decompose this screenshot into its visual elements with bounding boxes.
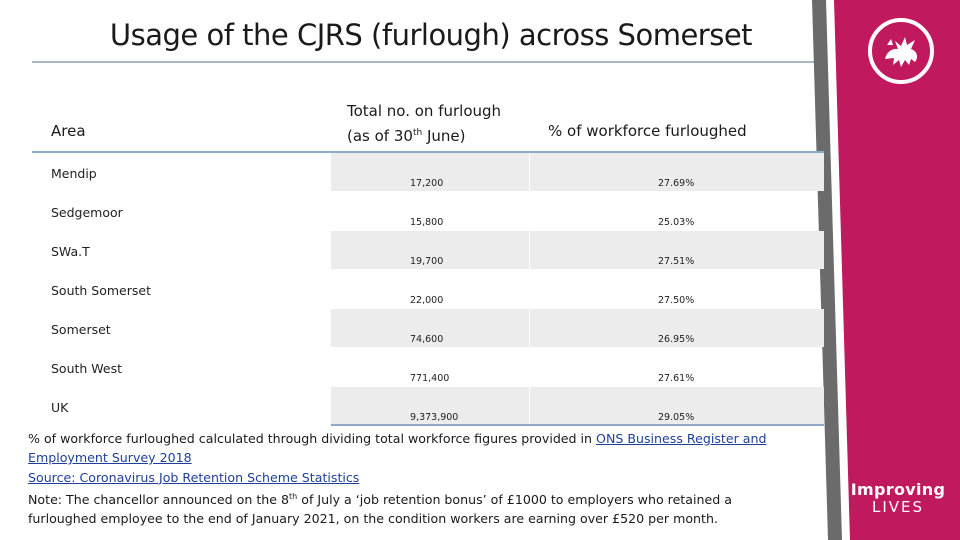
row-total-value: 74,600 <box>410 334 444 345</box>
column-divider <box>529 387 530 425</box>
brand-line2: LIVES <box>871 498 925 516</box>
ons-bres-link[interactable]: ONS Business Register and Employment Sur… <box>28 431 767 466</box>
bonus-note-pre: Note: The chancellor announced on the 8 <box>28 492 290 508</box>
row-shade <box>331 153 824 191</box>
cjrs-source-link[interactable]: Source: Coronavirus Job Retention Scheme… <box>28 469 360 485</box>
row-pct-value: 27.61% <box>658 373 695 384</box>
bonus-note-sup: th <box>289 491 298 501</box>
brand-bar <box>834 0 960 540</box>
row-area-label: SWa.T <box>51 244 90 259</box>
row-total-value: 17,200 <box>410 178 444 189</box>
row-total-value: 771,400 <box>410 373 450 384</box>
row-shade <box>331 309 824 347</box>
row-pct-value: 27.51% <box>658 256 695 267</box>
row-area-label: South West <box>51 361 123 376</box>
page-title: Usage of the CJRS (furlough) across Some… <box>109 18 753 52</box>
brand-line1: Improving <box>850 480 946 499</box>
row-pct-value: 29.05% <box>658 412 695 423</box>
footnotes: % of workforce furloughed calculated thr… <box>28 429 798 529</box>
row-pct-value: 27.69% <box>658 178 695 189</box>
column-divider <box>529 153 530 191</box>
column-divider <box>529 231 530 269</box>
brand-logo: Improving LIVES <box>850 482 946 515</box>
row-area-label: Somerset <box>51 322 111 337</box>
row-area-label: UK <box>51 400 69 415</box>
method-note: % of workforce furloughed calculated thr… <box>28 431 597 446</box>
header-divider <box>32 151 824 153</box>
row-total-value: 19,700 <box>410 256 444 267</box>
header-total-sup: th <box>412 128 423 138</box>
row-pct-value: 27.50% <box>658 295 695 306</box>
bonus-note-post: of July a ‘job retention bonus’ of £1000… <box>28 492 732 527</box>
dragon-emblem-icon <box>868 18 934 84</box>
column-divider <box>529 309 530 347</box>
header-total-furlough: Total no. on furlough (as of 30th June) <box>347 100 501 147</box>
row-shade <box>331 231 824 269</box>
row-area-label: South Somerset <box>51 283 151 298</box>
row-shade <box>331 387 824 425</box>
row-area-label: Sedgemoor <box>51 205 123 220</box>
header-total-line2-post: June) <box>422 127 466 145</box>
row-total-value: 15,800 <box>410 217 444 228</box>
row-total-value: 22,000 <box>410 295 444 306</box>
header-total-line1: Total no. on furlough <box>347 102 502 120</box>
row-pct-value: 26.95% <box>658 334 695 345</box>
row-pct-value: 25.03% <box>658 217 695 228</box>
row-total-value: 9,373,900 <box>410 412 459 423</box>
table-bottom-rule <box>331 424 824 426</box>
title-divider <box>32 61 822 63</box>
row-area-label: Mendip <box>51 166 97 181</box>
header-pct-furloughed: % of workforce furloughed <box>548 122 747 140</box>
header-total-line2-pre: (as of 30 <box>347 127 413 145</box>
header-area: Area <box>51 122 86 140</box>
